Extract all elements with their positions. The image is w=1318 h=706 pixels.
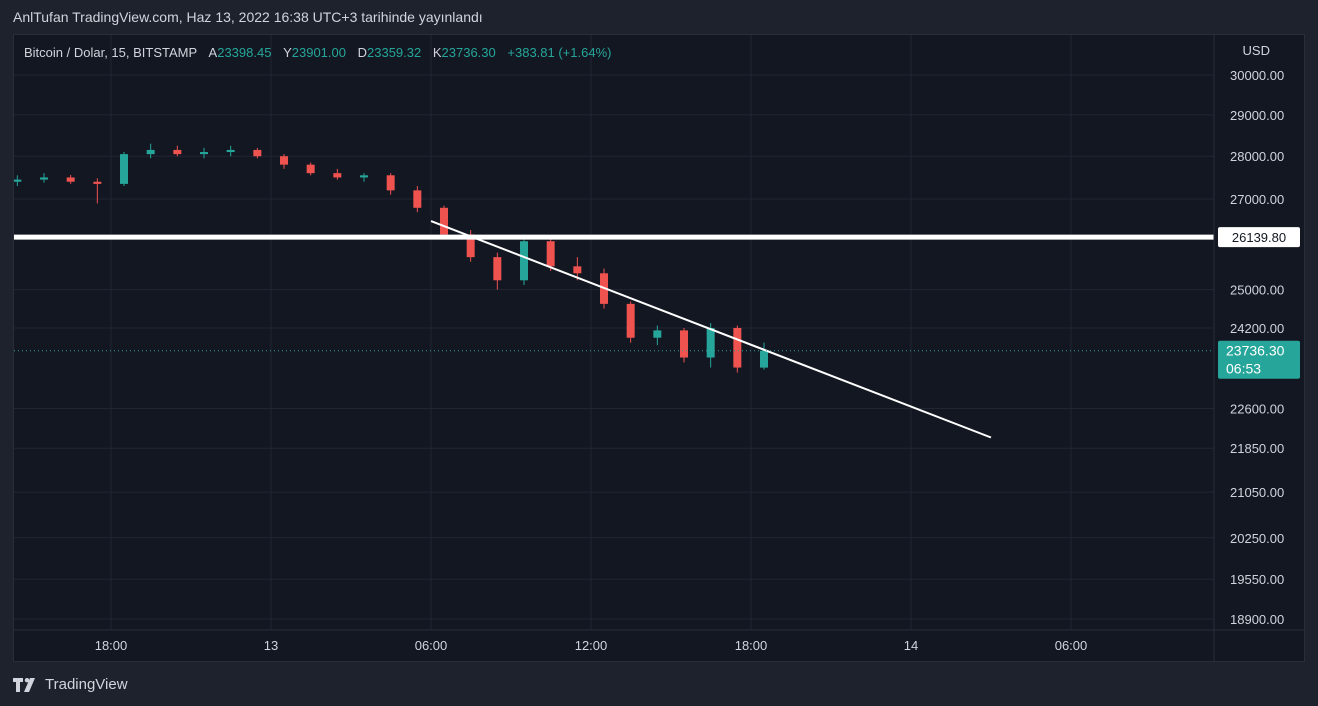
symbol-name: Bitcoin / Dolar, 15, BITSTAMP xyxy=(24,45,197,60)
drawings: 26139.80 23736.30 06:53 xyxy=(14,220,1300,439)
last-price-label-bg xyxy=(1218,340,1300,379)
horizontal-level-label-bg xyxy=(1218,227,1300,248)
price-tick-label: 19550.00 xyxy=(1230,572,1284,587)
candle-body xyxy=(466,234,475,258)
footer-brand[interactable]: TradingView xyxy=(13,676,128,693)
candle-body xyxy=(14,179,22,182)
axes: 30000.00 29000.00 28000.00 27000.00 25000.00… xyxy=(14,35,1304,661)
candle-body xyxy=(226,149,235,153)
grid-lines xyxy=(14,35,1214,630)
price-tick-label: 22600.00 xyxy=(1230,401,1284,416)
candle-body xyxy=(386,175,395,191)
open-label: A xyxy=(208,45,218,60)
candle-body xyxy=(733,327,742,368)
tradingview-logo-icon xyxy=(13,677,35,692)
close-label: K xyxy=(432,45,442,60)
currency-label: USD xyxy=(1242,43,1270,58)
candle-body xyxy=(200,152,208,155)
chart-panel[interactable]: 26139.80 23736.30 06:53 30000.00 29000.00 28… xyxy=(13,34,1305,662)
candle-body xyxy=(520,241,528,281)
published-header: AnlTufan TradingView.com, Haz 13, 2022 1… xyxy=(13,9,483,25)
candle-body xyxy=(333,173,342,178)
chart-canvas[interactable]: 26139.80 23736.30 06:53 30000.00 29000.00 28… xyxy=(14,35,1304,661)
time-tick-label: 06:00 xyxy=(1055,638,1088,653)
open-value: 23398.45 xyxy=(217,45,272,60)
price-tick-label: 21050.00 xyxy=(1230,485,1284,500)
low-value: 23359.32 xyxy=(367,45,422,60)
candle-body xyxy=(573,266,582,274)
change-value: +383.81 (+1.64%) xyxy=(507,45,612,60)
time-tick-label: 18:00 xyxy=(95,638,128,653)
brand-name: TradingView xyxy=(45,676,128,693)
close-value: 23736.30 xyxy=(441,45,496,60)
high-label: Y xyxy=(283,45,292,60)
price-tick-label: 29000.00 xyxy=(1230,108,1284,123)
candle-body xyxy=(93,181,102,184)
candle-body xyxy=(360,175,368,178)
price-tick-label: 28000.00 xyxy=(1230,149,1284,164)
candle-body xyxy=(653,330,662,338)
candles-series xyxy=(14,143,768,373)
last-price-label: 23736.30 xyxy=(1226,343,1285,359)
price-tick-label: 27000.00 xyxy=(1230,192,1284,207)
candle-body xyxy=(413,190,422,208)
candle-body xyxy=(493,257,502,281)
price-tick-label: 30000.00 xyxy=(1230,68,1284,83)
time-tick-label: 14 xyxy=(904,638,918,653)
candle-body xyxy=(546,241,555,267)
high-value: 23901.00 xyxy=(291,45,346,60)
price-tick-label: 18900.00 xyxy=(1230,612,1284,627)
candle-body xyxy=(146,149,155,155)
candle-body xyxy=(173,149,182,155)
candle-body xyxy=(253,149,262,157)
symbol-legend: Bitcoin / Dolar, 15, BITSTAMP A23398.45 … xyxy=(24,45,611,60)
price-tick-label: 20250.00 xyxy=(1230,531,1284,546)
candle-body xyxy=(706,327,715,358)
low-label: D xyxy=(357,45,367,60)
price-tick-label: 21850.00 xyxy=(1230,441,1284,456)
candle-body xyxy=(760,350,768,368)
candle-body xyxy=(680,330,688,358)
countdown-label: 06:53 xyxy=(1226,361,1261,377)
horizontal-level-label: 26139.80 xyxy=(1232,230,1286,245)
candle-body xyxy=(626,303,635,338)
candle-body xyxy=(306,164,315,174)
candle-body xyxy=(40,177,48,180)
price-tick-label: 24200.00 xyxy=(1230,321,1284,336)
trendline xyxy=(430,220,992,439)
candle-body xyxy=(280,156,288,165)
candle-body xyxy=(440,207,448,235)
candle-body xyxy=(120,154,128,184)
price-tick-label: 25000.00 xyxy=(1230,283,1284,298)
time-tick-label: 13 xyxy=(264,638,278,653)
time-tick-label: 12:00 xyxy=(575,638,608,653)
time-tick-label: 06:00 xyxy=(415,638,448,653)
candle-body xyxy=(66,177,75,182)
time-tick-label: 18:00 xyxy=(735,638,768,653)
